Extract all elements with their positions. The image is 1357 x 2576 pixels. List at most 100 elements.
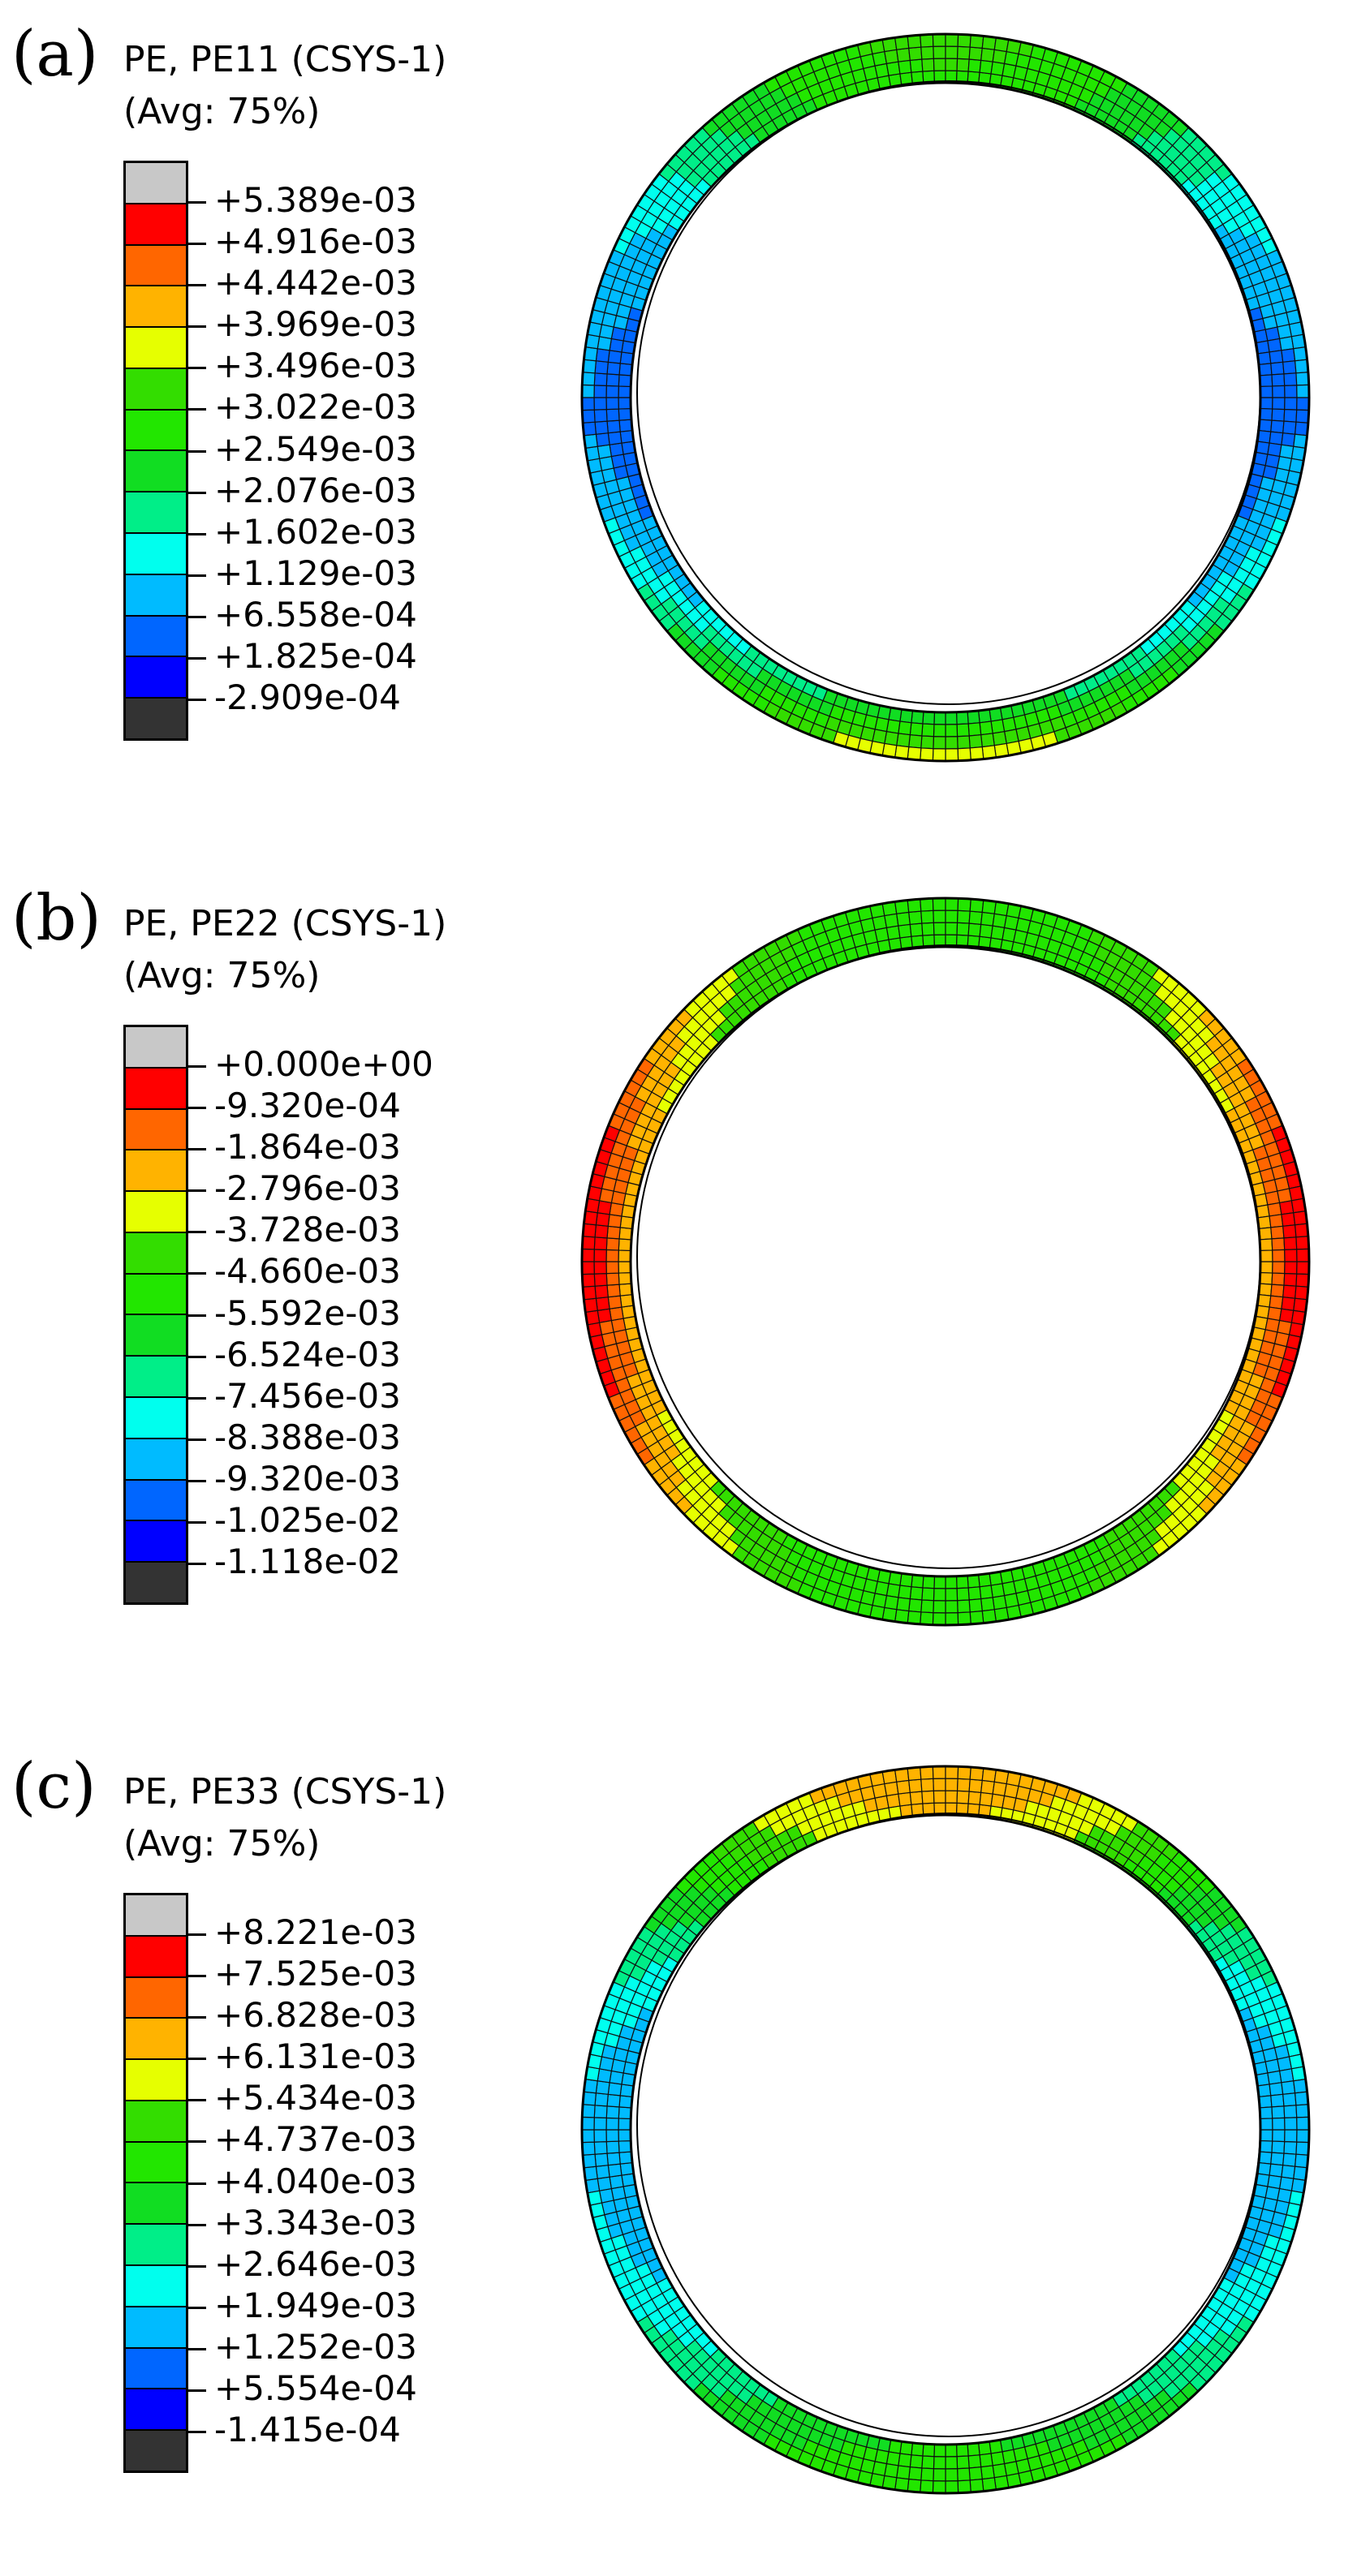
- legend-tick-mark: [188, 2430, 206, 2433]
- mesh-element: [945, 1778, 959, 1791]
- mesh-element: [1267, 1202, 1282, 1217]
- legend-tick-mark: [188, 2140, 206, 2144]
- mesh-element: [1270, 361, 1285, 376]
- legend-tick-mark: [188, 1933, 206, 1937]
- mesh-element: [1259, 2106, 1273, 2120]
- mesh-element: [968, 1778, 983, 1793]
- legend-swatch: [126, 1521, 186, 1563]
- mesh-element: [593, 385, 607, 398]
- legend-swatch: [126, 286, 186, 329]
- mesh-element: [1283, 2105, 1298, 2119]
- mesh-element: [595, 1297, 610, 1311]
- mesh-element: [921, 1587, 935, 1602]
- ring-outer-boundary: [580, 1765, 1311, 2495]
- ring-inner-boundary: [629, 1813, 1262, 2446]
- mesh-element: [581, 1236, 596, 1250]
- mesh-element: [609, 442, 624, 458]
- legend-swatch: [126, 2431, 186, 2471]
- mesh-element: [593, 1272, 608, 1287]
- mesh-element: [594, 420, 609, 435]
- mesh-element: [605, 1272, 620, 1286]
- mesh-element: [979, 2453, 993, 2468]
- mesh-element: [1271, 1237, 1286, 1251]
- legend-tick-label: +6.558e-04: [214, 594, 417, 634]
- legend-tick-mark: [188, 1438, 206, 1441]
- mesh-element: [898, 2453, 912, 2468]
- legend-swatch: [126, 2019, 186, 2061]
- legend-tick-mark: [188, 408, 206, 411]
- mesh-element: [581, 1248, 595, 1262]
- ring-inner-boundary: [629, 81, 1262, 714]
- mesh-element: [605, 373, 620, 387]
- panel-b: (b) PE, PE22 (CSYS-1) (Avg: 75%) +0.000e…: [0, 864, 1357, 1708]
- legend-tick-mark: [188, 2058, 206, 2061]
- legend-ticks: +5.389e-03 +4.916e-03 +4.442e-03 +3.969e-03…: [188, 161, 529, 741]
- mesh-element: [1271, 373, 1286, 387]
- legend-tick-label: -9.320e-04: [214, 1086, 401, 1126]
- mesh-element: [1260, 397, 1273, 410]
- mesh-element: [933, 736, 946, 750]
- mesh-element: [933, 712, 946, 725]
- mesh-element: [605, 385, 619, 398]
- mesh-element: [1283, 1272, 1298, 1287]
- mesh-element: [593, 2140, 608, 2155]
- legend-swatch: [126, 2225, 186, 2267]
- legend-swatch: [126, 2348, 186, 2390]
- legend-swatch: [126, 1895, 186, 1937]
- legend-swatch: [126, 492, 186, 535]
- mesh-element: [896, 2465, 911, 2480]
- mesh-element: [945, 724, 959, 738]
- mesh-element: [980, 47, 995, 62]
- legend-title: PE, PE11 (CSYS-1) (Avg: 75%): [123, 34, 446, 138]
- mesh-element: [956, 45, 971, 60]
- mesh-element: [932, 1765, 946, 1779]
- legend-tick-label: -1.025e-02: [214, 1499, 401, 1540]
- mesh-element: [933, 2444, 946, 2458]
- panel-label: (a): [11, 18, 99, 91]
- mesh-element: [606, 2152, 621, 2166]
- legend-swatch: [126, 1109, 186, 1151]
- legend-tick-mark: [188, 2306, 206, 2309]
- mesh-element: [920, 2467, 935, 2482]
- legend-title: PE, PE33 (CSYS-1) (Avg: 75%): [123, 1766, 446, 1870]
- mesh-element: [593, 1236, 608, 1251]
- mesh-element: [594, 1224, 609, 1239]
- legend-tick-mark: [188, 2182, 206, 2185]
- mesh-element: [1259, 407, 1273, 421]
- mesh-element: [956, 1587, 970, 1602]
- mesh-element: [980, 1779, 995, 1795]
- legend-swatch: [126, 1398, 186, 1439]
- ring-mesh: [581, 33, 1310, 762]
- legend-tick-label: +1.602e-03: [214, 511, 417, 552]
- mesh-element: [595, 432, 610, 447]
- legend-tick-mark: [188, 1396, 206, 1400]
- mesh-element: [618, 2118, 631, 2131]
- mesh-element: [909, 1791, 924, 1805]
- mesh-element: [945, 1588, 959, 1602]
- mesh-element: [1296, 384, 1310, 398]
- mesh-element: [609, 1306, 624, 1322]
- mesh-element: [595, 2080, 610, 2095]
- mesh-element: [979, 1585, 993, 1600]
- mesh-element: [1272, 397, 1286, 411]
- mesh-element: [1271, 2105, 1286, 2119]
- mesh-element: [956, 735, 971, 750]
- legend-swatch: [126, 451, 186, 493]
- legend-tick-mark: [188, 1314, 206, 1317]
- mesh-element: [593, 372, 608, 387]
- legend-tick-label: +0.000e+00: [214, 1044, 433, 1085]
- mesh-element: [581, 2116, 595, 2131]
- mesh-element: [945, 748, 959, 762]
- mesh-element: [1295, 2141, 1310, 2156]
- mesh-element: [898, 923, 912, 939]
- mesh-element: [945, 58, 959, 71]
- mesh-element: [1283, 372, 1298, 387]
- legend-swatch: [126, 1315, 186, 1357]
- mesh-element: [1284, 397, 1298, 411]
- mesh-element: [594, 2092, 609, 2107]
- color-legend-bar: [123, 161, 188, 741]
- mesh-element: [933, 1576, 946, 1589]
- mesh-element: [1282, 2152, 1297, 2167]
- mesh-element: [1281, 348, 1296, 363]
- legend-tick-label: +4.040e-03: [214, 2161, 417, 2201]
